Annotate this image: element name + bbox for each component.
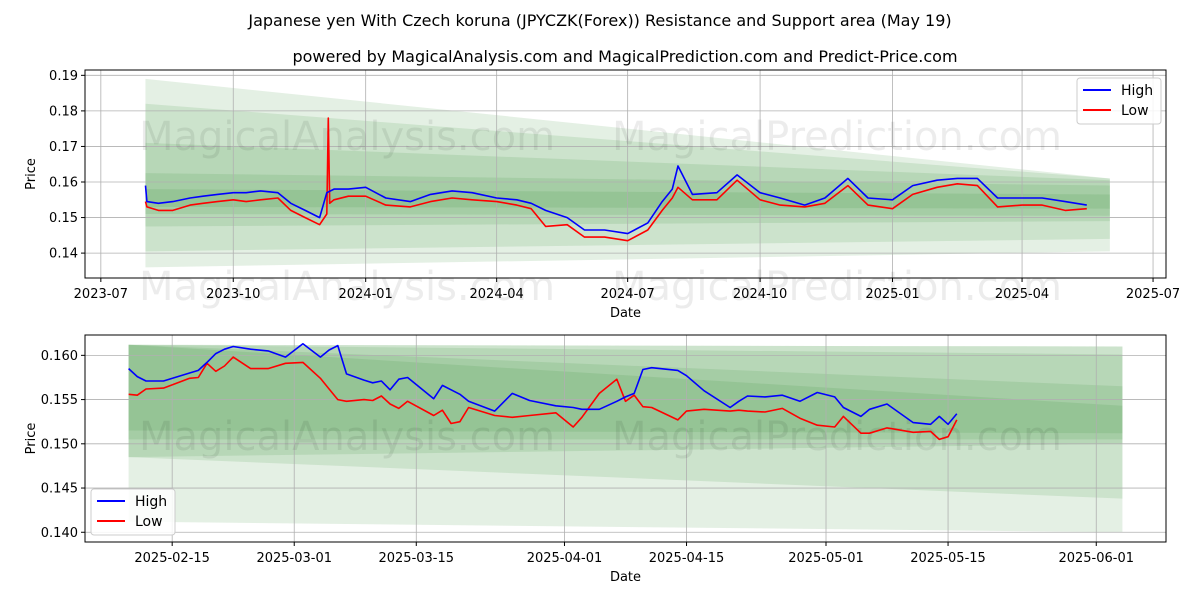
x-tick-label: 2023-10 — [206, 287, 260, 302]
x-tick-label: 2025-03-01 — [256, 551, 332, 566]
band-1 — [128, 344, 1123, 499]
series-group — [144, 117, 1087, 242]
x-tick-label: 2024-07 — [600, 287, 654, 302]
y-tick-label: 0.15 — [49, 211, 78, 226]
watermark-text: MagicalAnalysis.com — [139, 414, 555, 460]
legend-label-low: Low — [135, 514, 163, 530]
band-0 — [128, 344, 1123, 533]
x-axis-label: Date — [610, 570, 641, 585]
x-tick-label: 2024-01 — [339, 287, 393, 302]
x-tick-label: 2025-06-01 — [1058, 551, 1134, 566]
x-tick-label: 2024-10 — [733, 287, 787, 302]
series-line-low — [128, 356, 958, 441]
y-tick-label: 0.150 — [41, 437, 78, 452]
band-3 — [128, 344, 1123, 440]
x-tick-label: 2024-04 — [470, 287, 524, 302]
series-line-high — [144, 165, 1087, 235]
legend-label-high: High — [1121, 83, 1153, 99]
bottom-chart-panel: MagicalAnalysis.com MagicalPrediction.com… — [24, 334, 1167, 585]
y-tick-label: 0.160 — [41, 349, 78, 364]
top-chart-panel: MagicalAnalysis.com MagicalAnalysis.com Ma… — [24, 69, 1180, 321]
legend: High Low — [1076, 77, 1162, 125]
x-tick-label: 2025-04-01 — [527, 551, 603, 566]
y-axis-label: Price — [24, 158, 39, 190]
x-tick-label: 2025-01 — [865, 287, 919, 302]
y-tick-label: 0.145 — [41, 482, 78, 497]
x-tick-label: 2025-07 — [1126, 287, 1180, 302]
x-axis-label: Date — [610, 306, 641, 321]
chart-subtitle: powered by MagicalAnalysis.com and Magic… — [292, 47, 957, 66]
x-tick-label: 2025-03-15 — [378, 551, 454, 566]
y-axis-label: Price — [24, 423, 39, 455]
y-tick-label: 0.18 — [49, 104, 78, 119]
watermark-text: MagicalPrediction.com — [612, 414, 1062, 460]
band-4 — [128, 344, 1123, 434]
legend-label-low: Low — [1121, 103, 1149, 119]
chart-title: Japanese yen With Czech koruna (JPYCZK(F… — [247, 11, 951, 30]
watermark-text: MagicalPrediction.com — [612, 114, 1062, 160]
y-tick-label: 0.19 — [49, 69, 78, 84]
x-tick-label: 2025-02-15 — [134, 551, 210, 566]
x-tick-label: 2023-07 — [74, 287, 128, 302]
legend: High Low — [90, 488, 176, 536]
x-tick-label: 2025-05-15 — [910, 551, 986, 566]
series-group — [128, 343, 958, 441]
series-line-low — [144, 117, 1087, 242]
band-group — [128, 344, 1123, 533]
axes-frame — [84, 334, 1167, 543]
x-tick-label: 2025-05-01 — [788, 551, 864, 566]
y-tick-label: 0.17 — [49, 140, 78, 155]
legend-label-high: High — [135, 494, 167, 510]
x-tick-label: 2025-04-15 — [649, 551, 725, 566]
watermark-text: MagicalAnalysis.com — [139, 264, 555, 310]
y-tick-label: 0.140 — [41, 526, 78, 541]
watermark-text: MagicalPrediction.com — [612, 264, 1062, 310]
watermark-text: MagicalAnalysis.com — [139, 114, 555, 160]
axes-frame — [84, 69, 1167, 279]
y-tick-label: 0.155 — [41, 393, 78, 408]
y-tick-label: 0.16 — [49, 176, 78, 191]
series-line-high — [128, 343, 958, 426]
y-tick-label: 0.14 — [49, 247, 78, 262]
x-tick-label: 2025-04 — [995, 287, 1049, 302]
